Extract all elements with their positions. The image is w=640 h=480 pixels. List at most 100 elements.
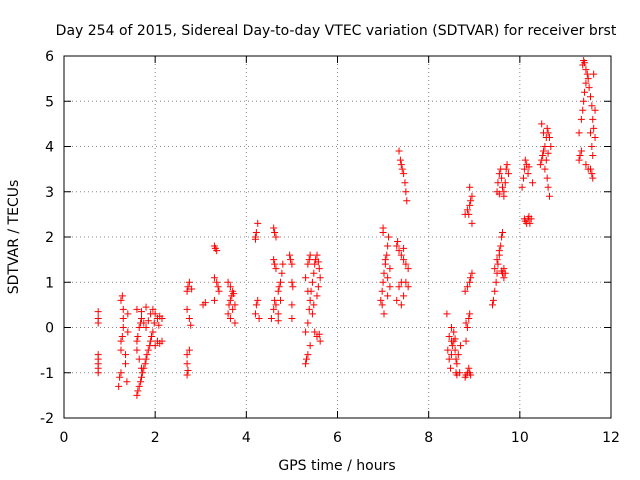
data-point-marker xyxy=(142,324,150,331)
data-point-marker xyxy=(529,179,537,187)
y-axis-label: SDTVAR / TECUs xyxy=(6,180,22,295)
data-point-marker xyxy=(585,84,593,92)
data-point-marker xyxy=(183,305,191,313)
data-point-marker xyxy=(466,183,474,191)
data-point-marker xyxy=(119,314,127,322)
data-point-marker xyxy=(185,314,193,322)
data-point-marker xyxy=(308,310,316,318)
data-point-marker xyxy=(305,256,313,264)
data-point-marker xyxy=(144,317,152,325)
data-point-marker xyxy=(524,170,532,178)
data-point-marker xyxy=(133,305,141,313)
data-point-marker xyxy=(492,278,500,286)
data-point-marker xyxy=(384,274,392,282)
data-point-marker xyxy=(115,382,123,390)
data-point-marker xyxy=(137,378,145,386)
data-point-marker xyxy=(148,333,156,341)
data-point-marker xyxy=(184,283,192,291)
data-point-marker xyxy=(397,251,405,259)
data-point-marker xyxy=(538,120,546,128)
data-point-marker xyxy=(541,165,549,173)
data-point-marker xyxy=(498,233,506,241)
data-point-marker xyxy=(135,355,143,363)
data-point-marker xyxy=(118,333,126,341)
data-point-marker xyxy=(579,106,587,114)
data-point-marker xyxy=(304,260,312,268)
data-point-marker xyxy=(210,296,218,304)
x-tick-label: 10 xyxy=(511,430,529,446)
data-point-marker xyxy=(589,115,597,123)
data-point-marker xyxy=(527,215,535,223)
data-point-marker xyxy=(544,149,552,157)
data-point-marker xyxy=(272,233,280,241)
data-point-marker xyxy=(279,260,287,268)
data-point-marker xyxy=(184,366,192,374)
data-point-marker xyxy=(304,351,312,359)
data-point-marker xyxy=(444,346,452,354)
data-point-marker xyxy=(397,301,405,309)
data-point-marker xyxy=(122,351,130,359)
data-point-marker xyxy=(306,296,314,304)
data-point-marker xyxy=(303,355,311,363)
data-point-marker xyxy=(133,346,141,354)
data-point-marker xyxy=(213,247,221,255)
data-point-marker xyxy=(137,364,145,372)
data-point-marker xyxy=(117,346,125,354)
data-point-marker xyxy=(500,192,508,200)
data-point-marker xyxy=(402,188,410,196)
data-point-marker xyxy=(251,235,259,243)
data-point-marker xyxy=(463,283,471,291)
data-point-marker xyxy=(500,274,508,282)
data-point-marker xyxy=(575,156,583,164)
y-tick-label: 5 xyxy=(45,94,54,110)
data-point-marker xyxy=(495,247,503,255)
data-point-marker xyxy=(226,283,234,291)
data-point-marker xyxy=(277,296,285,304)
data-point-marker xyxy=(122,360,130,368)
data-point-marker xyxy=(521,156,529,164)
y-tick-label: 6 xyxy=(45,49,54,65)
data-point-marker xyxy=(385,233,393,241)
data-point-marker xyxy=(304,319,312,327)
data-point-marker xyxy=(542,156,550,164)
data-point-marker xyxy=(231,301,239,309)
data-point-marker xyxy=(589,152,597,160)
data-point-marker xyxy=(137,373,145,381)
data-point-marker xyxy=(577,115,585,123)
data-point-marker xyxy=(270,305,278,313)
data-point-marker xyxy=(214,283,222,291)
data-point-marker xyxy=(404,283,412,291)
data-point-marker xyxy=(580,97,588,105)
data-point-marker xyxy=(379,228,387,236)
data-point-marker xyxy=(289,283,297,291)
data-point-marker xyxy=(310,269,318,277)
data-point-marker xyxy=(400,244,408,252)
data-point-marker xyxy=(402,278,410,286)
data-point-marker xyxy=(456,369,464,377)
data-point-marker xyxy=(499,228,507,236)
y-tick-label: 0 xyxy=(45,321,54,337)
data-point-marker xyxy=(117,296,125,304)
data-point-marker xyxy=(588,102,596,110)
data-point-marker xyxy=(137,314,145,322)
data-point-marker xyxy=(520,165,528,173)
data-point-marker xyxy=(463,206,471,214)
data-point-marker xyxy=(393,296,401,304)
data-point-marker xyxy=(149,328,157,336)
data-point-marker xyxy=(450,328,458,336)
data-point-marker xyxy=(271,296,279,304)
data-point-marker xyxy=(443,310,451,318)
data-point-marker xyxy=(124,328,132,336)
data-point-marker xyxy=(393,242,401,250)
data-point-marker xyxy=(116,373,124,381)
data-point-marker xyxy=(272,301,280,309)
chart-title: Day 254 of 2015, Sidereal Day-to-day VTE… xyxy=(56,23,617,39)
data-point-marker xyxy=(525,163,533,171)
data-point-marker xyxy=(447,337,455,345)
data-point-marker xyxy=(400,170,408,178)
data-point-marker xyxy=(383,251,391,259)
data-point-marker xyxy=(288,301,296,309)
data-point-marker xyxy=(94,351,102,359)
data-point-marker xyxy=(155,321,163,329)
data-point-marker xyxy=(403,197,411,205)
